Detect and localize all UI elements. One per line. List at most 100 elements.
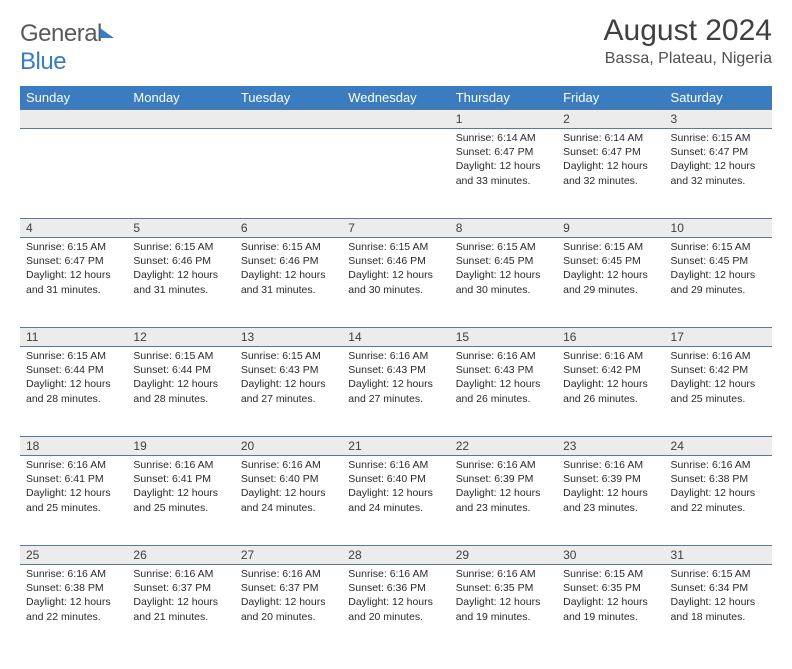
day-cell bbox=[342, 129, 449, 219]
day-number-cell: 31 bbox=[665, 546, 772, 565]
day-number-cell: 10 bbox=[665, 219, 772, 238]
day-number-row: 18192021222324 bbox=[20, 437, 772, 456]
day-cell: Sunrise: 6:16 AMSunset: 6:38 PMDaylight:… bbox=[20, 565, 127, 655]
day-cell: Sunrise: 6:15 AMSunset: 6:44 PMDaylight:… bbox=[127, 347, 234, 437]
day-details: Sunrise: 6:15 AMSunset: 6:46 PMDaylight:… bbox=[127, 238, 234, 301]
day-cell: Sunrise: 6:15 AMSunset: 6:44 PMDaylight:… bbox=[20, 347, 127, 437]
day-content-row: Sunrise: 6:15 AMSunset: 6:47 PMDaylight:… bbox=[20, 238, 772, 328]
day-number-cell: 30 bbox=[557, 546, 664, 565]
weekday-header: Saturday bbox=[665, 86, 772, 110]
brand-part1: General bbox=[20, 20, 102, 47]
day-number-cell: 7 bbox=[342, 219, 449, 238]
day-details: Sunrise: 6:15 AMSunset: 6:45 PMDaylight:… bbox=[557, 238, 664, 301]
day-cell: Sunrise: 6:16 AMSunset: 6:42 PMDaylight:… bbox=[557, 347, 664, 437]
day-content-row: Sunrise: 6:16 AMSunset: 6:41 PMDaylight:… bbox=[20, 456, 772, 546]
day-details: Sunrise: 6:16 AMSunset: 6:38 PMDaylight:… bbox=[665, 456, 772, 519]
day-cell: Sunrise: 6:16 AMSunset: 6:42 PMDaylight:… bbox=[665, 347, 772, 437]
brand-logo: General Blue bbox=[20, 14, 114, 76]
day-number-cell: 1 bbox=[450, 110, 557, 129]
day-details: Sunrise: 6:15 AMSunset: 6:34 PMDaylight:… bbox=[665, 565, 772, 628]
day-cell: Sunrise: 6:15 AMSunset: 6:34 PMDaylight:… bbox=[665, 565, 772, 655]
day-number-cell: 12 bbox=[127, 328, 234, 347]
day-cell bbox=[20, 129, 127, 219]
day-details: Sunrise: 6:16 AMSunset: 6:40 PMDaylight:… bbox=[342, 456, 449, 519]
day-number-cell: 26 bbox=[127, 546, 234, 565]
day-number-cell: 16 bbox=[557, 328, 664, 347]
day-number-row: 11121314151617 bbox=[20, 328, 772, 347]
day-details: Sunrise: 6:16 AMSunset: 6:42 PMDaylight:… bbox=[557, 347, 664, 410]
day-number-cell: 6 bbox=[235, 219, 342, 238]
day-number-cell bbox=[127, 110, 234, 129]
day-details: Sunrise: 6:15 AMSunset: 6:44 PMDaylight:… bbox=[20, 347, 127, 410]
day-number-cell: 29 bbox=[450, 546, 557, 565]
day-cell: Sunrise: 6:14 AMSunset: 6:47 PMDaylight:… bbox=[557, 129, 664, 219]
day-cell: Sunrise: 6:15 AMSunset: 6:45 PMDaylight:… bbox=[450, 238, 557, 328]
day-number-cell: 8 bbox=[450, 219, 557, 238]
day-content-row: Sunrise: 6:16 AMSunset: 6:38 PMDaylight:… bbox=[20, 565, 772, 655]
day-number-cell bbox=[342, 110, 449, 129]
weekday-header: Monday bbox=[127, 86, 234, 110]
day-details: Sunrise: 6:14 AMSunset: 6:47 PMDaylight:… bbox=[557, 129, 664, 192]
day-number-cell: 25 bbox=[20, 546, 127, 565]
day-number-cell: 20 bbox=[235, 437, 342, 456]
day-number-cell: 28 bbox=[342, 546, 449, 565]
day-cell: Sunrise: 6:15 AMSunset: 6:47 PMDaylight:… bbox=[665, 129, 772, 219]
day-cell: Sunrise: 6:16 AMSunset: 6:36 PMDaylight:… bbox=[342, 565, 449, 655]
day-cell: Sunrise: 6:14 AMSunset: 6:47 PMDaylight:… bbox=[450, 129, 557, 219]
day-details: Sunrise: 6:16 AMSunset: 6:37 PMDaylight:… bbox=[235, 565, 342, 628]
day-cell: Sunrise: 6:16 AMSunset: 6:35 PMDaylight:… bbox=[450, 565, 557, 655]
day-details: Sunrise: 6:16 AMSunset: 6:38 PMDaylight:… bbox=[20, 565, 127, 628]
weekday-header: Friday bbox=[557, 86, 664, 110]
day-cell: Sunrise: 6:16 AMSunset: 6:38 PMDaylight:… bbox=[665, 456, 772, 546]
day-details: Sunrise: 6:16 AMSunset: 6:42 PMDaylight:… bbox=[665, 347, 772, 410]
day-details: Sunrise: 6:16 AMSunset: 6:36 PMDaylight:… bbox=[342, 565, 449, 628]
day-details: Sunrise: 6:16 AMSunset: 6:43 PMDaylight:… bbox=[450, 347, 557, 410]
day-cell: Sunrise: 6:15 AMSunset: 6:35 PMDaylight:… bbox=[557, 565, 664, 655]
brand-part2: Blue bbox=[20, 48, 66, 75]
day-cell: Sunrise: 6:15 AMSunset: 6:47 PMDaylight:… bbox=[20, 238, 127, 328]
day-number-cell bbox=[235, 110, 342, 129]
location-text: Bassa, Plateau, Nigeria bbox=[604, 50, 772, 68]
day-number-row: 45678910 bbox=[20, 219, 772, 238]
weekday-header: Wednesday bbox=[342, 86, 449, 110]
day-details: Sunrise: 6:16 AMSunset: 6:41 PMDaylight:… bbox=[127, 456, 234, 519]
day-number-cell: 27 bbox=[235, 546, 342, 565]
day-cell: Sunrise: 6:15 AMSunset: 6:46 PMDaylight:… bbox=[127, 238, 234, 328]
day-cell: Sunrise: 6:15 AMSunset: 6:45 PMDaylight:… bbox=[665, 238, 772, 328]
day-number-cell: 19 bbox=[127, 437, 234, 456]
day-cell: Sunrise: 6:16 AMSunset: 6:43 PMDaylight:… bbox=[450, 347, 557, 437]
day-cell bbox=[127, 129, 234, 219]
day-number-cell: 15 bbox=[450, 328, 557, 347]
day-number-cell: 14 bbox=[342, 328, 449, 347]
day-details: Sunrise: 6:16 AMSunset: 6:43 PMDaylight:… bbox=[342, 347, 449, 410]
day-details: Sunrise: 6:15 AMSunset: 6:47 PMDaylight:… bbox=[665, 129, 772, 192]
day-number-cell: 5 bbox=[127, 219, 234, 238]
day-number-row: 25262728293031 bbox=[20, 546, 772, 565]
day-number-cell: 23 bbox=[557, 437, 664, 456]
title-block: August 2024 Bassa, Plateau, Nigeria bbox=[604, 14, 772, 68]
month-title: August 2024 bbox=[604, 14, 772, 48]
brand-text: General Blue bbox=[20, 20, 114, 76]
day-details: Sunrise: 6:16 AMSunset: 6:37 PMDaylight:… bbox=[127, 565, 234, 628]
day-cell: Sunrise: 6:15 AMSunset: 6:45 PMDaylight:… bbox=[557, 238, 664, 328]
day-cell: Sunrise: 6:16 AMSunset: 6:39 PMDaylight:… bbox=[557, 456, 664, 546]
weekday-header: Tuesday bbox=[235, 86, 342, 110]
day-number-cell: 3 bbox=[665, 110, 772, 129]
day-content-row: Sunrise: 6:14 AMSunset: 6:47 PMDaylight:… bbox=[20, 129, 772, 219]
day-number-cell: 17 bbox=[665, 328, 772, 347]
weekday-header: Thursday bbox=[450, 86, 557, 110]
day-details: Sunrise: 6:15 AMSunset: 6:43 PMDaylight:… bbox=[235, 347, 342, 410]
day-number-cell: 22 bbox=[450, 437, 557, 456]
day-details: Sunrise: 6:16 AMSunset: 6:41 PMDaylight:… bbox=[20, 456, 127, 519]
day-cell bbox=[235, 129, 342, 219]
day-details: Sunrise: 6:16 AMSunset: 6:39 PMDaylight:… bbox=[557, 456, 664, 519]
weekday-header: Sunday bbox=[20, 86, 127, 110]
day-details: Sunrise: 6:16 AMSunset: 6:40 PMDaylight:… bbox=[235, 456, 342, 519]
day-details: Sunrise: 6:15 AMSunset: 6:35 PMDaylight:… bbox=[557, 565, 664, 628]
day-number-cell: 2 bbox=[557, 110, 664, 129]
day-content-row: Sunrise: 6:15 AMSunset: 6:44 PMDaylight:… bbox=[20, 347, 772, 437]
day-details: Sunrise: 6:15 AMSunset: 6:44 PMDaylight:… bbox=[127, 347, 234, 410]
day-details: Sunrise: 6:15 AMSunset: 6:45 PMDaylight:… bbox=[450, 238, 557, 301]
brand-triangle-icon bbox=[100, 28, 114, 38]
day-cell: Sunrise: 6:16 AMSunset: 6:43 PMDaylight:… bbox=[342, 347, 449, 437]
